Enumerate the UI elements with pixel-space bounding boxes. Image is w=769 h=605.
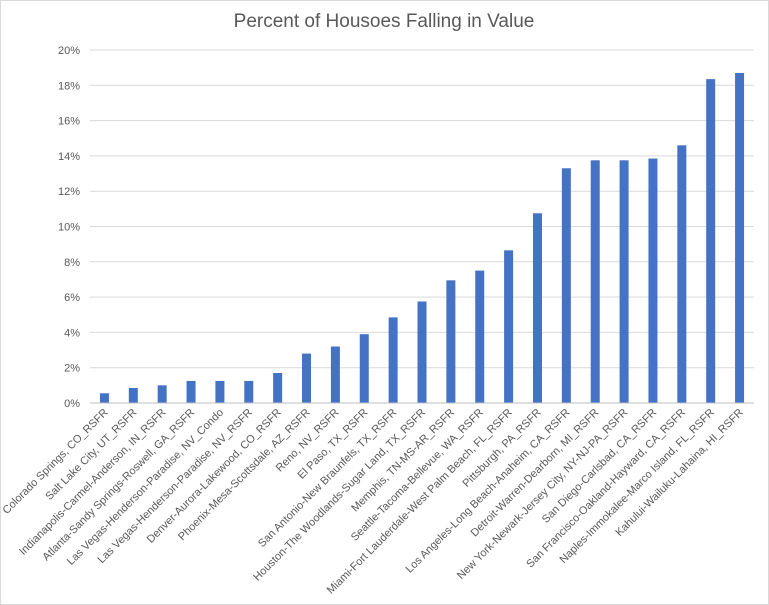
y-tick-label: 2% bbox=[64, 363, 80, 375]
bar bbox=[735, 72, 745, 403]
bars bbox=[99, 72, 745, 403]
y-tick-label: 8% bbox=[64, 257, 80, 269]
bar bbox=[186, 380, 196, 403]
y-tick-label: 14% bbox=[58, 151, 80, 163]
gridlines bbox=[90, 49, 754, 369]
bar bbox=[99, 393, 109, 403]
y-tick-label: 20% bbox=[58, 45, 80, 57]
bar bbox=[215, 380, 225, 403]
bar bbox=[648, 158, 658, 403]
bar bbox=[273, 372, 283, 403]
chart-title: Percent of Housoes Falling in Value bbox=[234, 11, 535, 32]
bar bbox=[244, 380, 254, 403]
bar bbox=[532, 213, 542, 403]
x-tick-label: Denver-Aurora-Lakewood, CO_RSFR bbox=[145, 407, 284, 546]
bar bbox=[330, 346, 340, 403]
bar bbox=[561, 168, 571, 403]
y-tick-label: 6% bbox=[64, 292, 80, 304]
bar bbox=[388, 317, 398, 403]
bar bbox=[157, 385, 167, 403]
y-tick-label: 16% bbox=[58, 116, 80, 128]
bar bbox=[706, 79, 716, 403]
y-axis-ticks: 0% 2% 4% 6% 8% 10% 12% 14% 16% 18% 20% bbox=[58, 45, 80, 410]
bar bbox=[359, 334, 369, 403]
bar bbox=[475, 270, 485, 403]
bar bbox=[302, 353, 312, 403]
bar bbox=[446, 280, 456, 403]
y-tick-label: 4% bbox=[64, 327, 80, 339]
y-tick-label: 12% bbox=[58, 186, 80, 198]
bar bbox=[677, 145, 687, 403]
bar bbox=[417, 301, 427, 403]
y-tick-label: 0% bbox=[64, 398, 80, 410]
bar bbox=[590, 160, 600, 403]
y-tick-label: 18% bbox=[58, 80, 80, 92]
bar bbox=[619, 160, 629, 403]
bar bbox=[504, 250, 514, 403]
y-tick-label: 10% bbox=[58, 222, 80, 234]
bar bbox=[128, 387, 138, 403]
